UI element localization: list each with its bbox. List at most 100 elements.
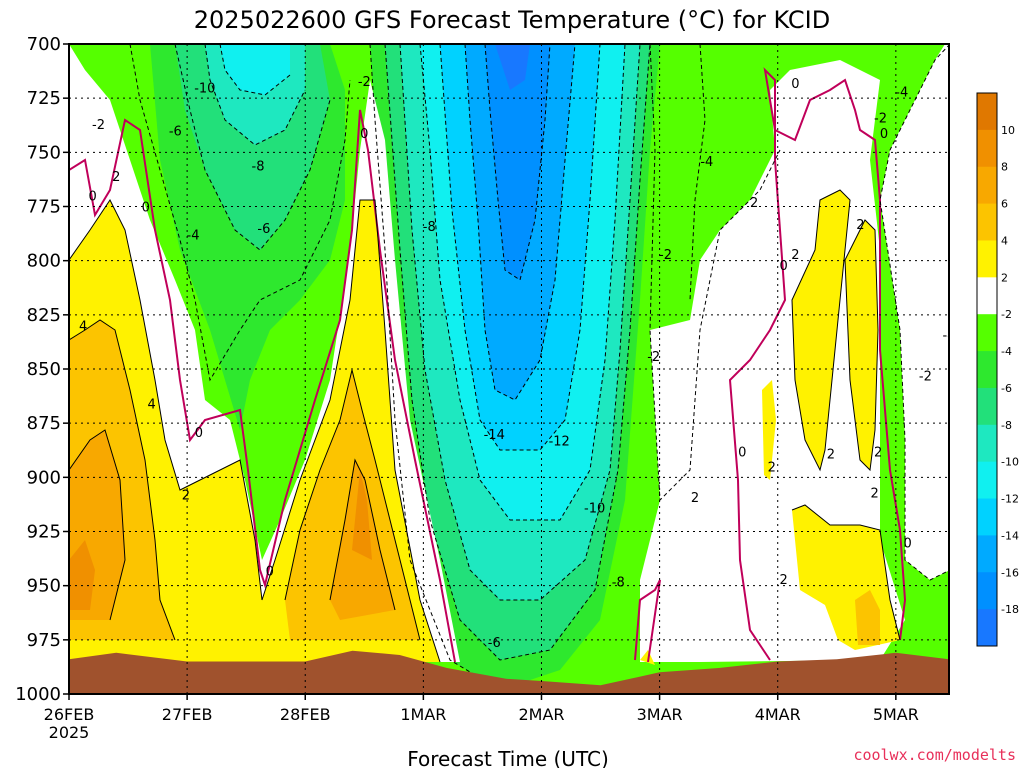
colorbar-tick-label: 6 xyxy=(1001,198,1008,211)
contour-minus4-east xyxy=(689,44,706,301)
contour-minus8-a xyxy=(204,44,306,146)
contour-label: 2 xyxy=(112,170,120,185)
contour-plus4-west xyxy=(69,319,176,641)
contour-label: 0 xyxy=(360,127,368,142)
x-axis-year: 2025 xyxy=(49,723,90,742)
trough-minus18 xyxy=(495,44,530,90)
colorbar-tick-label: -10 xyxy=(1001,456,1019,469)
y-tick-label: 725 xyxy=(27,88,61,109)
contour-label: -2 xyxy=(874,112,887,127)
contour-label: 0 xyxy=(880,127,888,142)
y-tick-label: 1000 xyxy=(15,684,61,705)
contour-minus2-a xyxy=(129,44,351,382)
y-tick-label: 975 xyxy=(27,630,61,651)
colorbar-bin xyxy=(977,240,997,278)
trough-minus16 xyxy=(485,44,550,280)
colorbar-tick-label: -8 xyxy=(1001,419,1012,432)
warm-west-plus8 xyxy=(69,540,95,610)
y-tick-label: 900 xyxy=(27,467,61,488)
colorbar-bin xyxy=(977,166,997,205)
colorbar-tick-label: -6 xyxy=(1001,382,1012,395)
colorbar-bin xyxy=(977,277,997,315)
cold-band-minus10 xyxy=(220,44,290,95)
contour-minus8-trough xyxy=(399,44,641,601)
contour-label: -2 xyxy=(92,118,105,133)
colorbar-bin xyxy=(977,129,997,168)
colorbar-bin xyxy=(977,351,997,389)
colorbar-tick-label: 2 xyxy=(1001,271,1008,284)
contour-label: 0 xyxy=(779,259,787,274)
y-tick-label: 700 xyxy=(27,34,61,55)
contour-label: -2 xyxy=(919,370,932,385)
contour-minus6-trough xyxy=(384,44,651,661)
colorbar-tick-label: -14 xyxy=(1001,529,1019,542)
colorbar-bin xyxy=(977,387,997,426)
x-tick-label: 28FEB xyxy=(280,705,331,724)
contour-label: 2 xyxy=(870,487,878,502)
near-freezing-east xyxy=(880,44,949,580)
colorbar-tick-label: 10 xyxy=(1001,124,1015,137)
x-tick-label: 26FEB xyxy=(44,705,95,724)
contour-label: -2 xyxy=(358,75,371,90)
contour-label: 0 xyxy=(88,190,96,205)
freezing-line-east xyxy=(634,67,907,663)
x-tick-label: 5MAR xyxy=(873,705,919,724)
contour-label: 0 xyxy=(904,536,912,551)
colorbar-frame xyxy=(976,92,998,647)
colorbar-tick-label: 8 xyxy=(1001,161,1008,174)
temperature-shading xyxy=(69,44,949,690)
contour-minus2-east xyxy=(649,44,781,502)
contour-label: -4 xyxy=(700,155,713,170)
colorbar-bin xyxy=(977,609,997,647)
contour-label: -6 xyxy=(257,222,270,237)
contour-label: 4 xyxy=(148,398,156,413)
contour-label: -8 xyxy=(423,220,436,235)
contour-label: 2 xyxy=(791,248,799,263)
contour-label: -8 xyxy=(612,575,625,590)
grid-lines xyxy=(69,44,949,694)
contour-label: 0 xyxy=(791,77,799,92)
contour-label: -12 xyxy=(549,435,570,450)
contour-minus12-trough xyxy=(439,44,601,451)
contour-label: -10 xyxy=(584,502,605,517)
contour-minus2-far-east xyxy=(879,44,949,581)
contour-plus2-east-d xyxy=(791,504,901,641)
contour-label: 0 xyxy=(266,565,274,580)
contour-label: 2 xyxy=(827,448,835,463)
y-tick-label: 925 xyxy=(27,522,61,543)
colorbar-bin xyxy=(977,498,997,536)
contour-label: -2 xyxy=(647,350,660,365)
x-tick-label: 1MAR xyxy=(400,705,446,724)
warm-contours xyxy=(69,189,901,663)
contour-label: -6 xyxy=(169,125,182,140)
contour-label: -14 xyxy=(484,428,505,443)
contour-label: 2 xyxy=(691,491,699,506)
warm-east-plus2-b xyxy=(845,220,878,470)
warm-east-plus2-e xyxy=(640,650,655,665)
colorbar-tick-label: -16 xyxy=(1001,566,1019,579)
contour-plus6-mid xyxy=(329,458,396,611)
y-tick-label: 800 xyxy=(27,251,61,272)
contour-label: 2 xyxy=(856,218,864,233)
terrain-surface xyxy=(69,650,949,694)
x-tick-label: 2MAR xyxy=(518,705,564,724)
contour-plus2-east-b xyxy=(844,219,879,472)
y-axis: 700 725 750 775 800 825 850 875 900 925 950 975 1000 xyxy=(15,34,69,705)
contour-label: -4 xyxy=(943,328,956,343)
contour-label: 0 xyxy=(738,445,746,460)
colorbar-bin xyxy=(977,93,997,131)
contour-label: -6 xyxy=(488,636,501,651)
contour-plus4-mid xyxy=(284,369,421,641)
colorbar-bin xyxy=(977,535,997,573)
x-axis: 26FEB 27FEB 28FEB 1MAR 2MAR 3MAR 4MAR 5MAR xyxy=(44,694,919,724)
contour-label: -2 xyxy=(659,248,672,263)
x-tick-label: 27FEB xyxy=(162,705,213,724)
x-tick-label: 4MAR xyxy=(755,705,801,724)
colorbar-bin xyxy=(977,314,997,352)
colorbar-tick-label: -18 xyxy=(1001,603,1019,616)
contour-label: 0 xyxy=(195,426,203,441)
contour-label: -8 xyxy=(252,159,265,174)
